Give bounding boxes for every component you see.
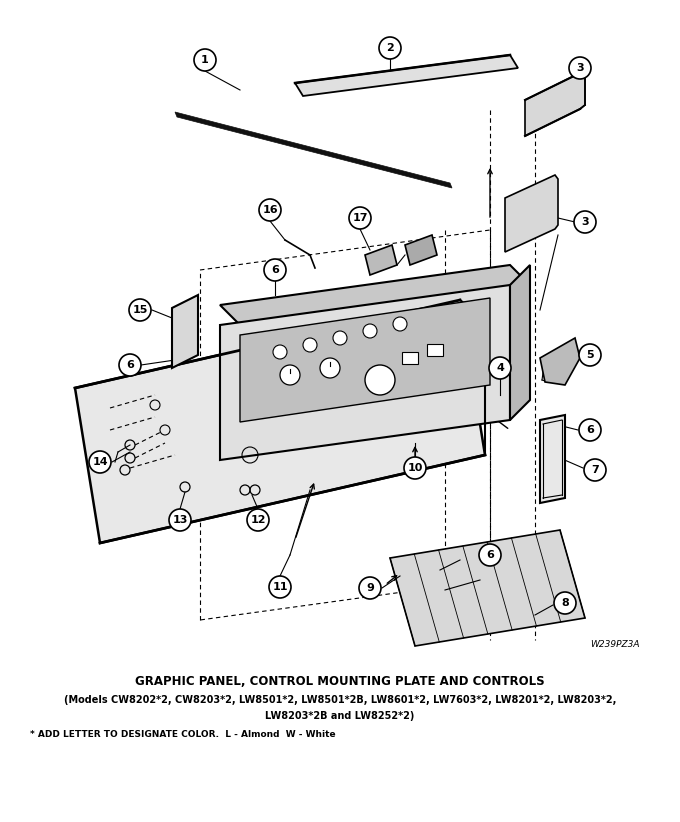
Circle shape <box>303 338 317 352</box>
Text: 6: 6 <box>486 550 494 560</box>
Text: 16: 16 <box>262 205 278 215</box>
Polygon shape <box>172 295 198 368</box>
Bar <box>427 344 443 356</box>
Circle shape <box>273 345 287 359</box>
Text: 6: 6 <box>586 425 594 435</box>
Polygon shape <box>525 73 585 136</box>
Circle shape <box>247 509 269 531</box>
Text: 13: 13 <box>172 515 188 525</box>
Polygon shape <box>540 415 565 503</box>
Text: 8: 8 <box>561 598 569 608</box>
Text: 5: 5 <box>586 350 594 360</box>
Circle shape <box>160 425 170 435</box>
Circle shape <box>359 577 381 599</box>
Text: 12: 12 <box>250 515 266 525</box>
Text: LW8203*2B and LW8252*2): LW8203*2B and LW8252*2) <box>265 711 415 721</box>
Circle shape <box>365 365 395 395</box>
Circle shape <box>489 357 511 379</box>
Circle shape <box>404 457 426 479</box>
Circle shape <box>379 37 401 59</box>
Polygon shape <box>175 112 452 188</box>
Polygon shape <box>365 245 397 275</box>
Bar <box>402 352 418 364</box>
Text: (Models CW8202*2, CW8203*2, LW8501*2, LW8501*2B, LW8601*2, LW7603*2, LW8201*2, L: (Models CW8202*2, CW8203*2, LW8501*2, LW… <box>64 695 616 705</box>
Circle shape <box>349 207 371 229</box>
Circle shape <box>89 451 111 473</box>
Circle shape <box>119 354 141 376</box>
Polygon shape <box>75 300 485 543</box>
Text: 10: 10 <box>407 463 423 473</box>
Circle shape <box>579 344 601 366</box>
Circle shape <box>169 509 191 531</box>
Text: 17: 17 <box>352 213 368 223</box>
Text: W239PZ3A: W239PZ3A <box>590 640 639 649</box>
Polygon shape <box>390 530 585 646</box>
Text: GRAPHIC PANEL, CONTROL MOUNTING PLATE AND CONTROLS: GRAPHIC PANEL, CONTROL MOUNTING PLATE AN… <box>135 675 545 688</box>
Circle shape <box>584 459 606 481</box>
Circle shape <box>574 211 596 233</box>
Text: 6: 6 <box>271 265 279 275</box>
Text: * ADD LETTER TO DESIGNATE COLOR.  L - Almond  W - White: * ADD LETTER TO DESIGNATE COLOR. L - Alm… <box>30 730 336 739</box>
Polygon shape <box>540 338 580 385</box>
Text: 4: 4 <box>496 363 504 373</box>
Circle shape <box>320 358 340 378</box>
Text: 15: 15 <box>133 305 148 315</box>
Polygon shape <box>405 235 437 265</box>
Circle shape <box>569 57 591 79</box>
Text: 2: 2 <box>386 43 394 53</box>
Polygon shape <box>295 55 518 96</box>
Circle shape <box>333 331 347 345</box>
Circle shape <box>579 419 601 441</box>
Circle shape <box>479 544 501 566</box>
Text: 11: 11 <box>272 582 288 592</box>
Circle shape <box>129 299 151 321</box>
Text: 1: 1 <box>201 55 209 65</box>
Polygon shape <box>510 265 530 420</box>
Polygon shape <box>505 175 558 252</box>
Polygon shape <box>220 285 510 460</box>
Text: 9: 9 <box>366 583 374 593</box>
Text: 7: 7 <box>591 465 599 475</box>
Circle shape <box>264 259 286 281</box>
Circle shape <box>150 400 160 410</box>
Circle shape <box>269 576 291 598</box>
Text: 3: 3 <box>576 63 584 73</box>
Circle shape <box>259 199 281 221</box>
Circle shape <box>280 365 300 385</box>
Circle shape <box>554 592 576 614</box>
Text: 3: 3 <box>581 217 589 227</box>
Text: 14: 14 <box>92 457 108 467</box>
Polygon shape <box>240 298 490 422</box>
Text: 6: 6 <box>126 360 134 370</box>
Circle shape <box>393 317 407 331</box>
Circle shape <box>363 324 377 338</box>
Polygon shape <box>220 265 530 325</box>
Circle shape <box>194 49 216 71</box>
